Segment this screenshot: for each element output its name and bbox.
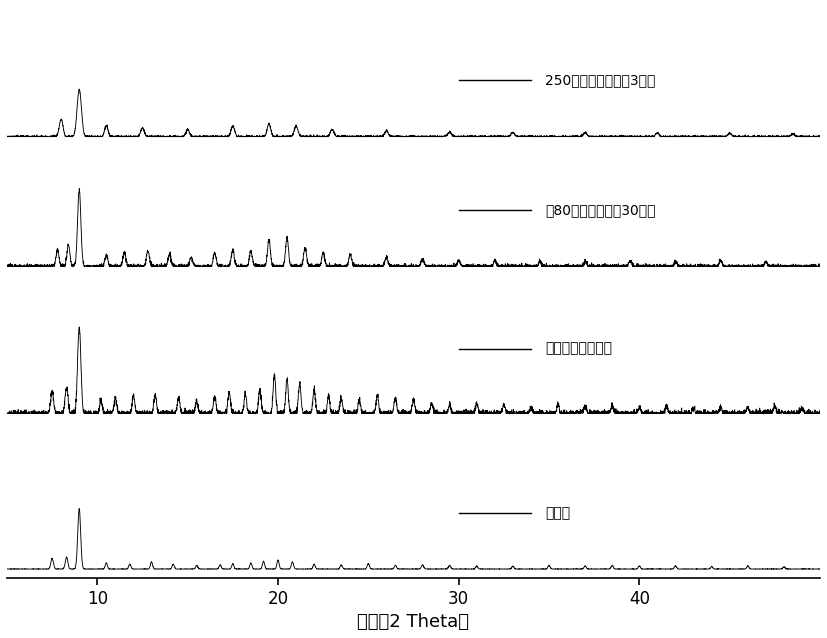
Text: 在80度的水中浸泡30小时: 在80度的水中浸泡30小时 [545, 203, 656, 217]
Text: 250度下空气中加热3小时: 250度下空气中加热3小时 [545, 73, 656, 87]
X-axis label: 角度（2 Theta）: 角度（2 Theta） [357, 613, 470, 631]
Text: 室温下浸泡在水中: 室温下浸泡在水中 [545, 341, 613, 355]
Text: 模拟峰: 模拟峰 [545, 506, 571, 520]
